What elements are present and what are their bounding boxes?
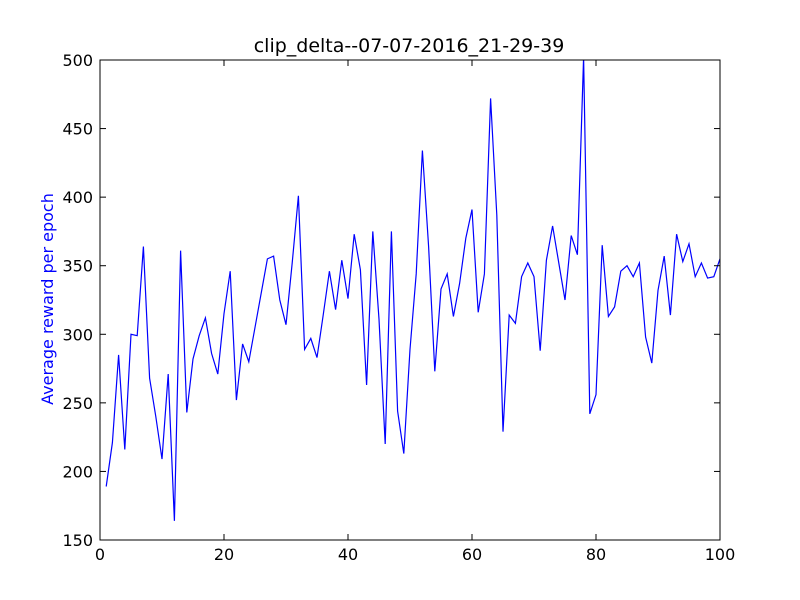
series-line-0 <box>105 60 720 521</box>
y-tick-label: 500 <box>62 51 93 70</box>
y-tick-label: 450 <box>62 120 93 139</box>
y-tick-label: 200 <box>62 462 93 481</box>
plot-area <box>105 60 720 521</box>
x-tick-label: 80 <box>586 545 606 564</box>
x-tick-label: 40 <box>338 545 358 564</box>
y-axis-label: Average reward per epoch <box>38 193 57 405</box>
y-tick-label: 150 <box>62 531 93 550</box>
x-tick-label: 0 <box>95 545 105 564</box>
axes-frame <box>99 59 721 541</box>
x-tick-label: 20 <box>214 545 234 564</box>
y-tick-label: 300 <box>62 325 93 344</box>
x-tick-label: 100 <box>705 545 736 564</box>
x-tick-label: 60 <box>462 545 482 564</box>
axis-ticks: 0 20 40 60 80 100 150 200 250 300 350 400 450 500 <box>62 51 735 564</box>
y-tick-label: 400 <box>62 188 93 207</box>
chart-title: clip_delta--07-07-2016_21-29-39 <box>254 35 565 57</box>
y-tick-label: 250 <box>62 394 93 413</box>
y-tick-label: 350 <box>62 257 93 276</box>
axes-border <box>99 59 721 541</box>
